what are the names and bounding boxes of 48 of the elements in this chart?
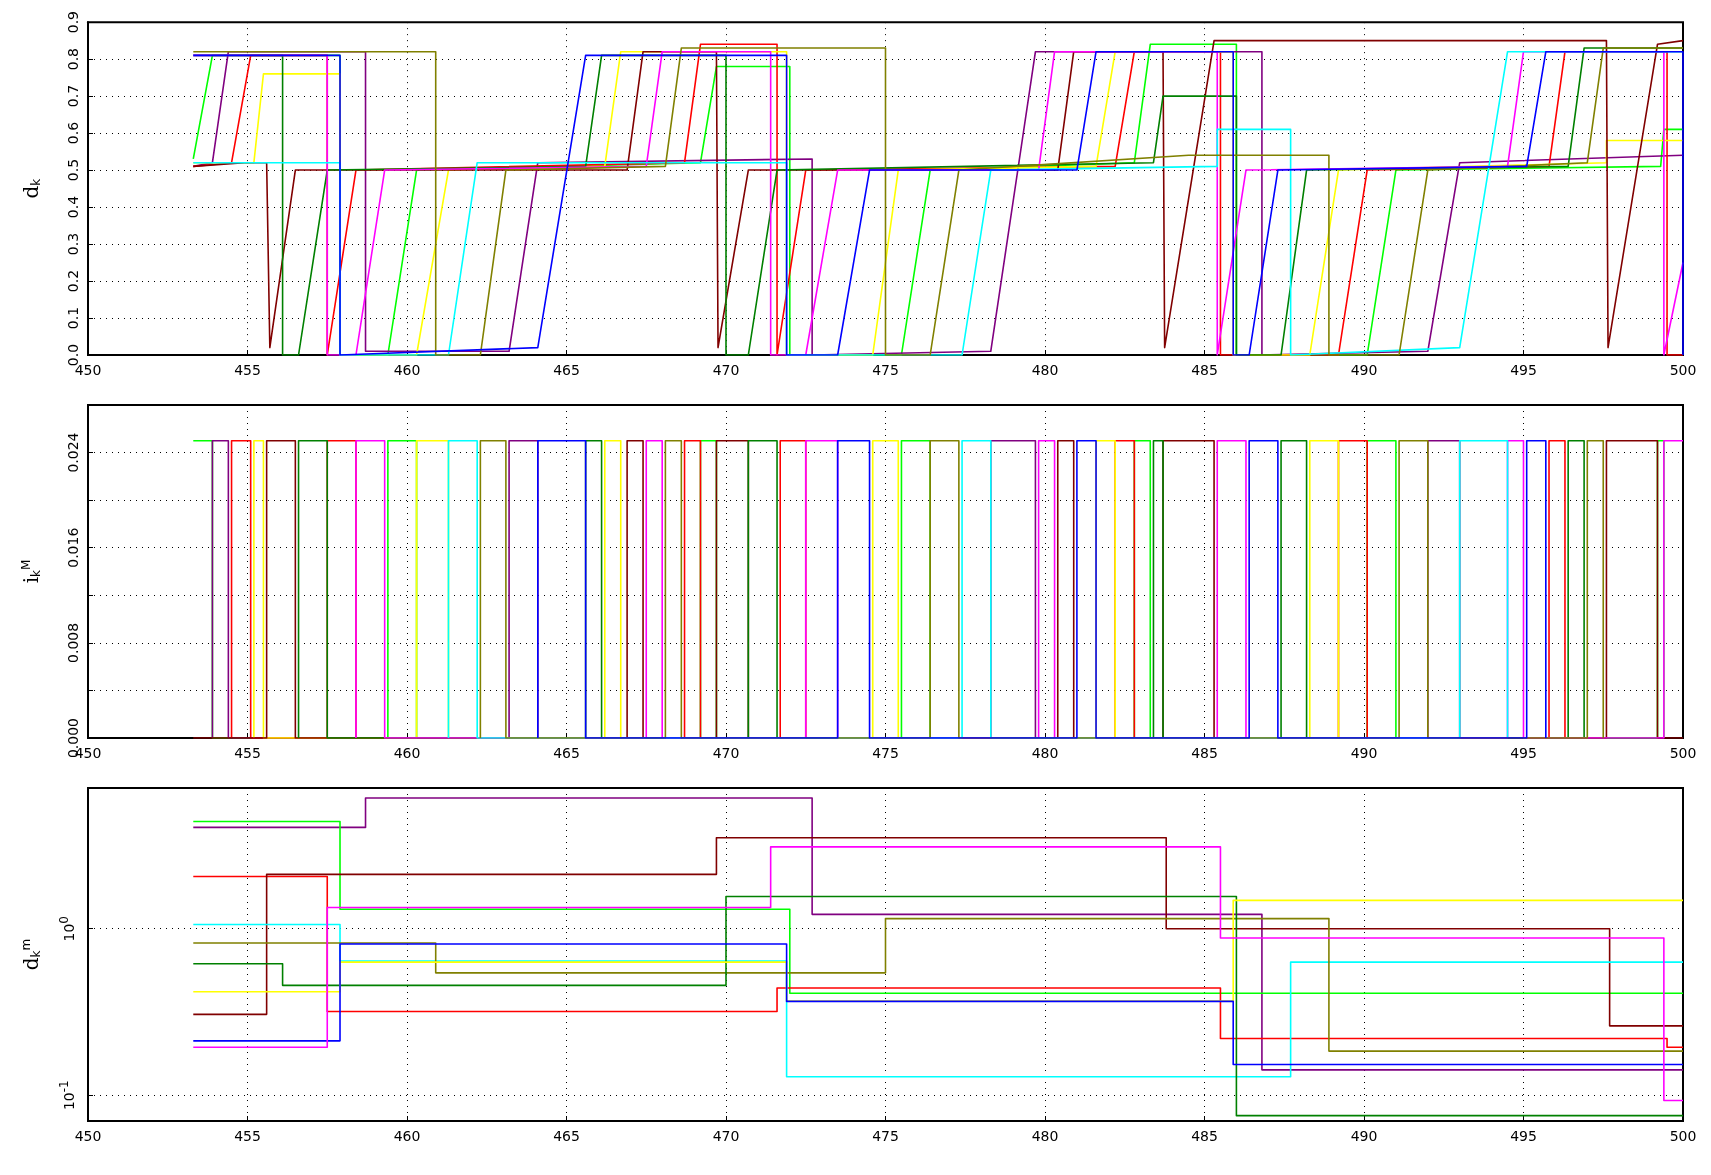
x-tick-label: 500 (1669, 362, 1697, 378)
x-tick-label: 500 (1669, 1128, 1697, 1144)
x-tick-label: 480 (1031, 1128, 1059, 1144)
x-tick-label: 480 (1031, 745, 1059, 761)
x-tick-label: 475 (872, 1128, 899, 1144)
x-tick-label: 495 (1510, 1128, 1537, 1144)
y-tick-label: 0.3 (65, 232, 81, 256)
y-tick-label: 0.024 (65, 432, 81, 473)
x-tick-label: 480 (1031, 362, 1059, 378)
y-tick-label: 0.9 (65, 11, 81, 34)
y-axis-title: dkm (19, 938, 43, 971)
x-tick-label: 460 (393, 1128, 421, 1144)
x-tick-label: 455 (234, 362, 261, 378)
x-tick-label: 475 (872, 745, 899, 761)
x-tick-label: 485 (1191, 745, 1218, 761)
y-tick-label: 0.5 (65, 158, 81, 182)
x-tick-label: 455 (234, 745, 261, 761)
x-tick-label: 465 (553, 1128, 580, 1144)
y-tick-label: 100 (57, 915, 77, 942)
y-tick-label: 0.7 (65, 84, 81, 108)
y-axis-title: ikM (19, 559, 43, 584)
y-tick-label: 0.1 (65, 306, 81, 330)
x-tick-label: 460 (393, 362, 421, 378)
y-tick-label: 0.008 (65, 622, 81, 663)
x-tick-label: 485 (1191, 1128, 1218, 1144)
y-tick-label: 0.6 (65, 121, 81, 145)
x-tick-label: 495 (1510, 362, 1537, 378)
x-tick-label: 465 (553, 362, 580, 378)
x-tick-label: 465 (553, 745, 580, 761)
x-tick-label: 490 (1350, 745, 1378, 761)
y-tick-label: 0.016 (65, 527, 81, 568)
x-tick-label: 490 (1350, 1128, 1378, 1144)
x-tick-label: 485 (1191, 362, 1218, 378)
y-tick-label: 0.4 (65, 195, 81, 219)
x-tick-label: 470 (712, 1128, 740, 1144)
x-tick-label: 455 (234, 1128, 261, 1144)
x-tick-label: 460 (393, 745, 421, 761)
y-axis-title: dk (19, 178, 43, 199)
x-tick-label: 475 (872, 362, 899, 378)
x-tick-label: 450 (74, 1128, 102, 1144)
x-tick-label: 470 (712, 362, 740, 378)
y-tick-label: 0.2 (65, 269, 81, 293)
y-tick-label: 10-1 (57, 1080, 77, 1111)
x-tick-label: 470 (712, 745, 740, 761)
y-tick-label: 0.8 (65, 47, 81, 71)
x-tick-label: 495 (1510, 745, 1537, 761)
x-tick-label: 500 (1669, 745, 1697, 761)
x-tick-label: 490 (1350, 362, 1378, 378)
